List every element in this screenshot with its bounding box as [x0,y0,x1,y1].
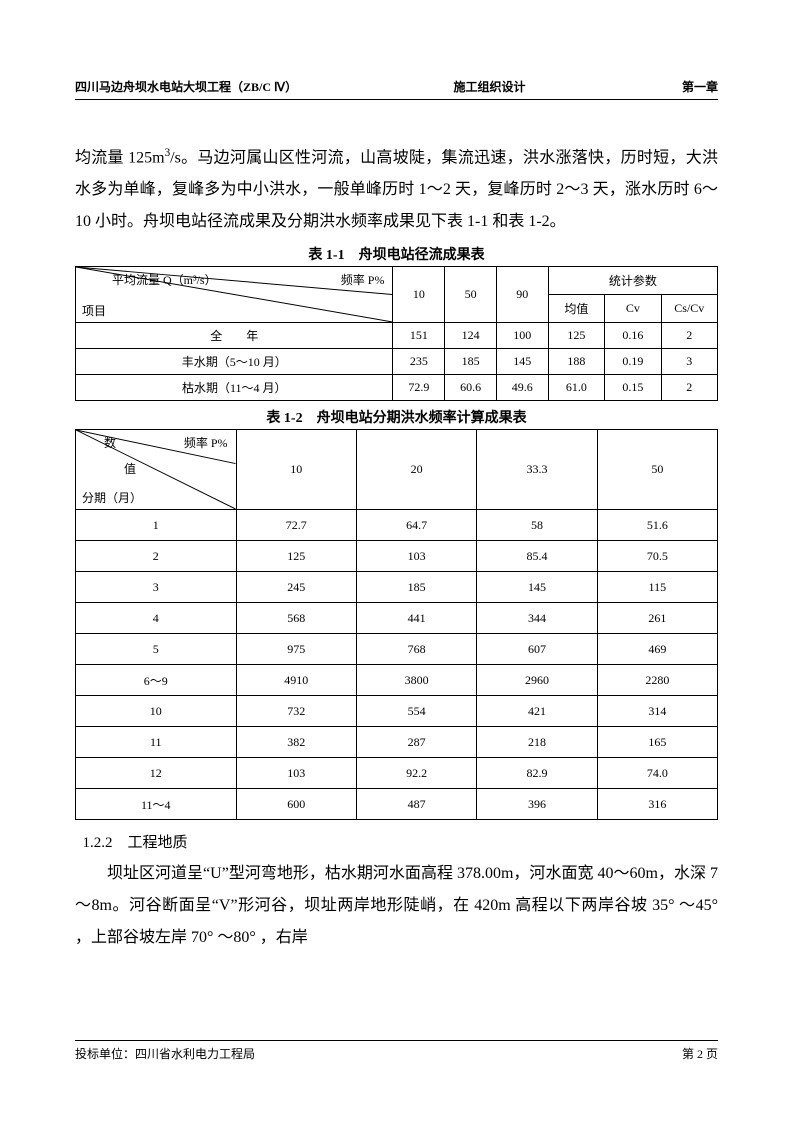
footer-left: 投标单位：四川省水利电力工程局 [75,1045,255,1062]
table-1-diag-header: 平均流量 Q（m³/s） 频率 P% 项目 [76,267,393,323]
table-row: 10732554421314 [76,696,718,727]
col-mean: 均值 [548,295,604,323]
col-50: 50 [445,267,497,323]
table-row: 全 年 151124100 1250.162 [76,323,718,349]
t2-col-10: 10 [236,430,356,510]
page-header: 四川马边舟坝水电站大坝工程（ZB/C Ⅳ） 施工组织设计 第一章 [75,78,718,100]
header-right: 第一章 [682,78,718,95]
table-row: 3245185145115 [76,572,718,603]
table-row: 丰水期（5～10 月） 235185145 1880.193 [76,349,718,375]
t2-col-20: 20 [356,430,476,510]
table-row: 11382287218165 [76,727,718,758]
col-10: 10 [393,267,445,323]
table-row: 枯水期（11～4 月） 72.960.649.6 61.00.152 [76,375,718,401]
table-row: 5975768607469 [76,634,718,665]
t2-col-33: 33.3 [477,430,597,510]
table-2-title: 表 1-2 舟坝电站分期洪水频率计算成果表 [75,407,718,427]
table-row: 11～4600487396316 [76,789,718,820]
table-2-diag-header: 数 频率 P% 值 分期（月） [76,430,237,510]
table-1-title: 表 1-1 舟坝电站径流成果表 [75,244,718,264]
paragraph-2: 坝址区河道呈“U”型河弯地形，枯水期河水面高程 378.00m，河水面宽 40～… [75,858,718,954]
footer-right: 第 2 页 [682,1045,718,1062]
table-row: 172.764.75851.6 [76,510,718,541]
page-footer: 投标单位：四川省水利电力工程局 第 2 页 [75,1040,718,1062]
col-cscv: Cs/Cv [661,295,717,323]
header-center: 施工组织设计 [454,78,526,95]
table-row: 212510385.470.5 [76,541,718,572]
table-1: 平均流量 Q（m³/s） 频率 P% 项目 10 50 90 统计参数 均值 C… [75,266,718,401]
col-cv: Cv [605,295,661,323]
table-2: 数 频率 P% 值 分期（月） 10 20 33.3 50 172.764.75… [75,429,718,820]
header-left: 四川马边舟坝水电站大坝工程（ZB/C Ⅳ） [75,78,297,95]
stat-header: 统计参数 [548,267,717,295]
table-row: 4568441344261 [76,603,718,634]
table-row: 1210392.282.974.0 [76,758,718,789]
table-row: 6～94910380029602280 [76,665,718,696]
col-90: 90 [496,267,548,323]
paragraph-1: 均流量 125m3/s。马边河属山区性河流，山高坡陡，集流迅速，洪水涨落快，历时… [75,142,718,238]
section-heading: 1.2.2 工程地质 [75,828,718,858]
t2-col-50: 50 [597,430,717,510]
